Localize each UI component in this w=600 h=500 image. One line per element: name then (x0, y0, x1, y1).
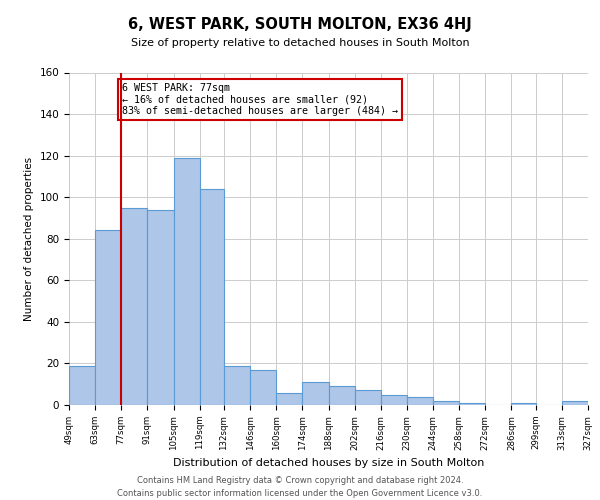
Bar (381, 394, 407, 405)
Bar (562, 401, 588, 405)
X-axis label: Distribution of detached houses by size in South Molton: Distribution of detached houses by size … (173, 458, 484, 468)
Bar (433, 401, 459, 405)
Text: Contains HM Land Registry data © Crown copyright and database right 2024.
Contai: Contains HM Land Registry data © Crown c… (118, 476, 482, 498)
Bar (69, 366, 95, 405)
Bar (173, 158, 200, 405)
Text: 6, WEST PARK, SOUTH MOLTON, EX36 4HJ: 6, WEST PARK, SOUTH MOLTON, EX36 4HJ (128, 18, 472, 32)
Bar (200, 189, 224, 405)
Bar (250, 370, 276, 405)
Bar (355, 390, 381, 405)
Bar (329, 386, 355, 405)
Bar (148, 210, 173, 405)
Bar (95, 230, 121, 405)
Bar (276, 392, 302, 405)
Bar (511, 403, 536, 405)
Text: 6 WEST PARK: 77sqm
← 16% of detached houses are smaller (92)
83% of semi-detache: 6 WEST PARK: 77sqm ← 16% of detached hou… (122, 83, 398, 116)
Bar (302, 382, 329, 405)
Bar (459, 403, 485, 405)
Bar (224, 366, 250, 405)
Bar (407, 396, 433, 405)
Y-axis label: Number of detached properties: Number of detached properties (24, 156, 34, 321)
Text: Size of property relative to detached houses in South Molton: Size of property relative to detached ho… (131, 38, 469, 48)
Bar (121, 208, 148, 405)
